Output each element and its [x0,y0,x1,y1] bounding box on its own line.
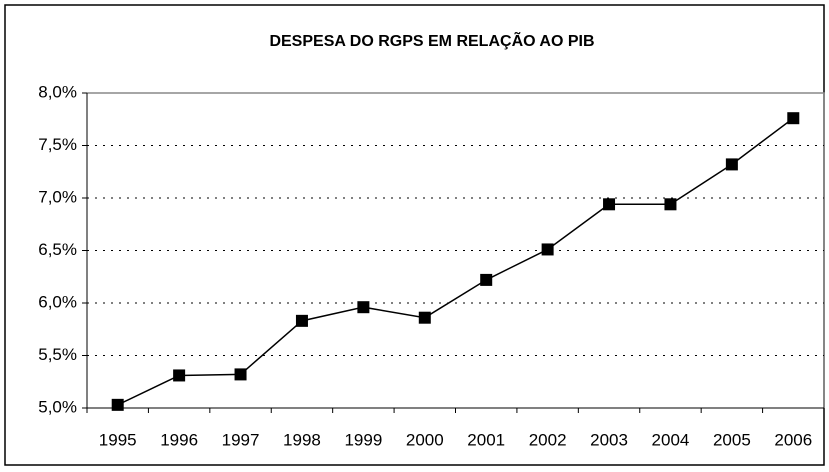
x-tick-label: 2002 [529,430,567,449]
x-tick-label: 2004 [652,430,690,449]
point-marker [664,198,677,211]
point-marker [173,369,186,382]
series-line [117,117,794,406]
x-tick-label: 1998 [283,430,321,449]
point-marker [603,198,616,211]
x-tick-label: 1995 [99,430,137,449]
point-marker [418,311,431,324]
x-tick-label: 2003 [590,430,628,449]
point-marker [480,273,493,286]
y-tick-label: 6,0% [38,292,77,311]
chart-frame [4,4,825,466]
x-tick-label: 2001 [467,430,505,449]
y-tick-label: 5,0% [38,397,77,416]
point-marker [295,314,308,327]
x-tick-label: 1996 [160,430,198,449]
chart-title: DESPESA DO RGPS EM RELAÇÃO AO PIB [269,30,594,50]
y-tick-label: 5,5% [38,345,77,364]
point-marker [541,243,554,256]
x-tick-label: 2000 [406,430,444,449]
y-tick-label: 8,0% [38,82,77,101]
point-marker [357,301,370,314]
point-marker [111,398,124,411]
y-tick-label: 7,5% [38,135,77,154]
x-tick-label: 1999 [344,430,382,449]
x-tick-label: 2005 [713,430,751,449]
point-marker [725,158,738,171]
point-marker [787,112,800,125]
point-marker [234,368,247,381]
x-tick-label: 1997 [222,430,260,449]
y-tick-label: 7,0% [38,187,77,206]
x-tick-label: 2006 [774,430,812,449]
y-tick-label: 6,5% [38,240,77,259]
